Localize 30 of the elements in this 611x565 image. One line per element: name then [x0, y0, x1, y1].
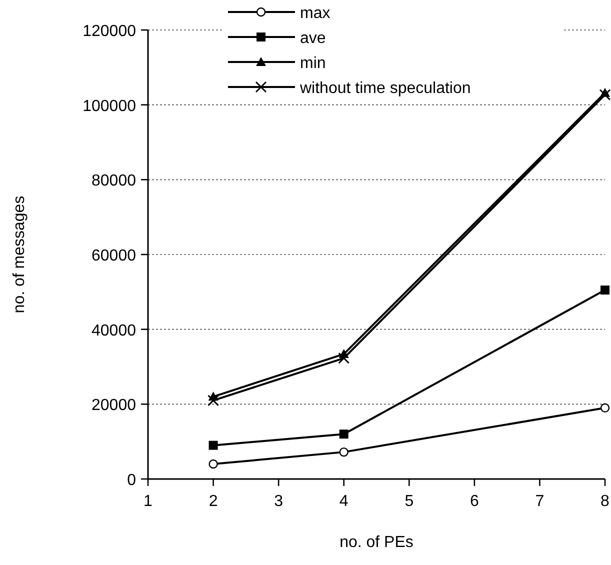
legend-label: min: [300, 55, 326, 72]
point: [339, 430, 348, 439]
y-tick-label: 40000: [92, 322, 136, 340]
x-tick-label: 2: [208, 493, 218, 510]
x-tick-label: 4: [339, 493, 348, 510]
y-tick-label: 100000: [82, 98, 136, 115]
y-axis-title: no. of messages: [11, 196, 28, 314]
legend-label: ave: [300, 30, 326, 47]
x-tick-label: 7: [535, 493, 544, 510]
x-tick-label: 5: [404, 493, 414, 510]
x-axis-title: no. of PEs: [340, 534, 414, 551]
point: [339, 447, 348, 457]
y-tick-label: 60000: [92, 248, 136, 264]
point: [208, 394, 220, 406]
x-tick-label: 8: [600, 493, 610, 510]
y-tick-label: 120000: [82, 23, 136, 40]
legend-label: without time speculation: [299, 80, 471, 97]
point: [338, 352, 350, 364]
y-tick-label: 20000: [92, 397, 136, 414]
point: [600, 403, 610, 413]
point: [208, 440, 218, 450]
point: [599, 88, 611, 100]
point: [208, 459, 218, 469]
x-tick-label: 6: [470, 493, 479, 510]
y-tick-label: 0: [127, 472, 136, 489]
point: [600, 286, 610, 295]
x-tick-label: 1: [144, 493, 153, 510]
y-tick-label: 80000: [92, 172, 136, 190]
legend-label: max: [300, 5, 330, 22]
x-tick-label: 3: [274, 493, 284, 510]
